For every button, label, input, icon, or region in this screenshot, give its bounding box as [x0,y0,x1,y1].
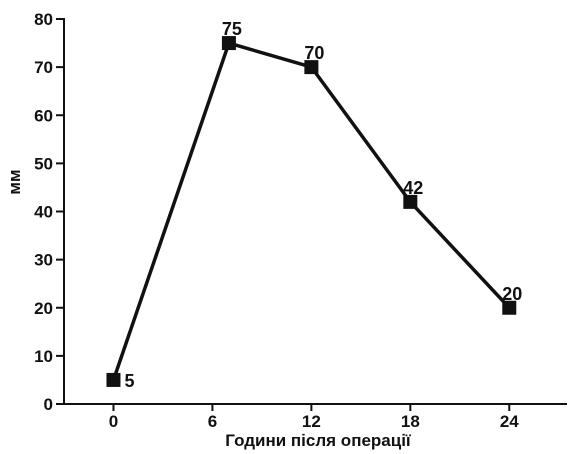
data-label: 20 [502,284,522,304]
y-tick-label: 40 [34,203,53,222]
data-point-marker [106,372,121,387]
data-point-marker [502,300,517,315]
plot-series: 5 75 70 42 20 [106,19,522,391]
x-axis-title: Години після операції [225,431,412,450]
y-tick-label: 10 [34,347,53,366]
x-axis: 0 6 12 18 24 [64,403,567,431]
y-tick-label: 70 [34,58,53,77]
y-tick-label: 50 [34,154,53,173]
y-axis-title: мм [5,169,24,194]
y-ticks: 0 10 20 30 40 50 60 70 80 [34,10,64,414]
y-tick-label: 60 [34,106,53,125]
x-tick-label: 6 [208,412,217,431]
y-tick-label: 80 [34,10,53,29]
y-tick-label: 0 [44,395,53,414]
x-tick-label: 24 [500,412,519,431]
series-line [111,41,511,381]
y-tick-label: 30 [34,251,53,270]
x-tick-label: 12 [302,412,321,431]
data-point-marker [221,36,236,51]
x-tick-label: 18 [401,412,420,431]
data-label: 75 [222,19,242,39]
data-label: 5 [124,371,134,391]
y-axis: 0 10 20 30 40 50 60 70 80 [34,10,65,414]
data-point-marker [304,60,319,75]
y-tick-label: 20 [34,299,53,318]
data-label: 42 [403,178,423,198]
x-tick-label: 0 [109,412,118,431]
x-ticks: 0 6 12 18 24 [109,404,519,431]
data-label: 70 [304,43,324,63]
data-point-marker [403,194,418,209]
